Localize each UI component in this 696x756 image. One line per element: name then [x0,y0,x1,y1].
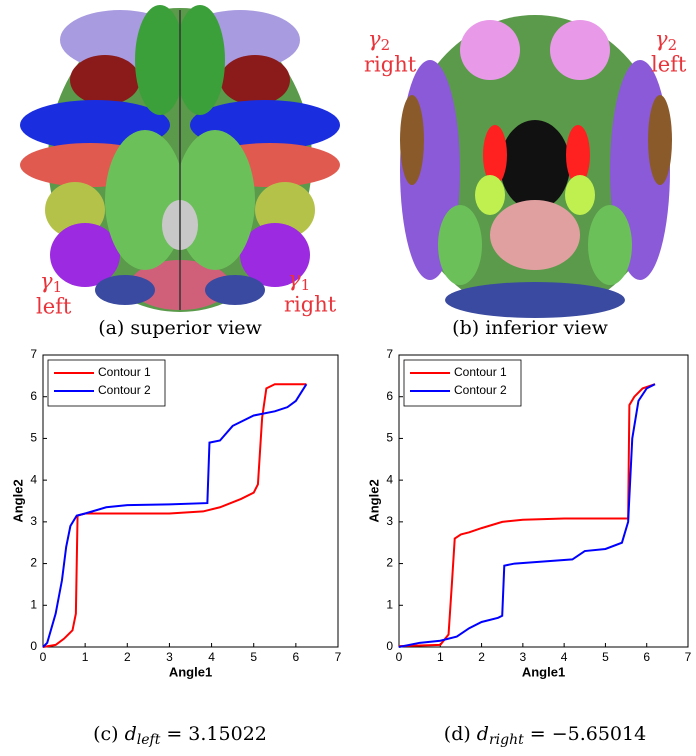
caption-equation: = 3.15022 [166,723,267,745]
x-tick-label: 1 [437,650,444,664]
caption-label: (d) [444,723,471,745]
series-line [42,383,307,648]
x-tick-label: 5 [250,650,257,664]
x-tick-label: 3 [520,650,527,664]
y-tick-label: 2 [386,556,393,570]
y-tick-label: 5 [30,431,37,445]
legend-box [47,359,166,407]
x-tick-label: 1 [82,650,89,664]
series-line [398,383,656,648]
x-tick-label: 7 [685,650,692,664]
x-axis-label: Angle1 [522,664,565,679]
gamma-subscript: 2 [668,36,678,54]
y-axis-label: Angle2 [366,479,381,522]
x-tick-label: 2 [478,650,485,664]
caption-label: (c) [93,723,118,745]
legend-label: Contour 1 [98,365,151,379]
series-line [398,383,656,648]
x-tick-label: 7 [335,650,342,664]
x-tick-label: 0 [40,650,47,664]
y-tick-label: 6 [386,389,393,403]
y-tick-label: 0 [30,639,37,653]
legend-label: Contour 2 [98,383,151,397]
x-tick-label: 4 [561,650,568,664]
chart: 0 1 2 3 4 5 6 7 0 1 2 3 4 5 6 7 Angle1 Angle2 Contour 1 Con… [10,347,341,748]
brain-superior [20,5,340,312]
series-line [42,383,308,648]
y-tick-label: 6 [30,389,37,403]
annotation-symbol: γ2 [368,27,390,55]
annotation-symbol: γ2 [655,27,677,55]
legend-box [403,359,522,407]
x-tick-label: 0 [396,650,403,664]
x-tick-label: 6 [643,650,650,664]
chart-caption: (c) dleft = 3.15022 [93,723,267,748]
gamma-subscript: 2 [381,36,391,54]
y-tick-label: 3 [30,514,37,528]
x-tick-label: 2 [124,650,131,664]
y-tick-label: 0 [386,639,393,653]
gamma: γ [288,267,301,291]
x-tick-label: 4 [208,650,215,664]
x-tick-label: 3 [166,650,173,664]
annotation-label: left [651,53,687,77]
x-tick-label: 5 [602,650,609,664]
x-axis-label: Angle1 [169,664,212,679]
gamma: γ [368,27,381,51]
chart-caption: (d) dright = −5.65014 [444,723,646,748]
y-axis-label: Angle2 [10,479,25,522]
y-tick-label: 7 [30,347,37,361]
brain-inferior [400,15,672,318]
caption-subscript: right [489,732,524,748]
annotation-label: right [364,53,417,77]
y-tick-label: 4 [30,472,37,486]
gamma-subscript: 1 [301,276,311,294]
panel-caption: (a) superior view [98,317,262,339]
y-tick-label: 1 [386,597,393,611]
gamma: γ [40,269,53,293]
gamma-subscript: 1 [53,278,63,296]
annotation-label: right [284,293,337,317]
legend-label: Contour 1 [454,365,507,379]
annotation-symbol: γ1 [288,267,310,295]
y-tick-label: 3 [386,514,393,528]
y-tick-label: 2 [30,556,37,570]
caption-equation: = −5.65014 [530,723,646,745]
annotation-label: left [36,295,72,319]
caption-variable: d [125,723,137,745]
caption-subscript: left [137,732,161,748]
x-tick-label: 6 [293,650,300,664]
y-tick-label: 4 [386,472,393,486]
gamma: γ [655,27,668,51]
caption-variable: d [477,723,489,745]
y-tick-label: 1 [30,597,37,611]
panel-caption: (b) inferior view [452,317,608,339]
y-tick-label: 5 [386,431,393,445]
annotation-symbol: γ1 [40,269,62,297]
y-tick-label: 7 [386,347,393,361]
legend-label: Contour 2 [454,383,507,397]
chart: 0 1 2 3 4 5 6 7 0 1 2 3 4 5 6 7 Angle1 Angle2 Contour 1 Con… [366,347,691,748]
